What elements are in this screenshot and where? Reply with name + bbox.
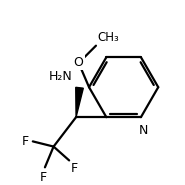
Text: F: F [40, 171, 47, 184]
Text: O: O [74, 56, 84, 70]
Text: N: N [139, 124, 148, 137]
Text: H₂N: H₂N [49, 70, 73, 83]
Text: F: F [71, 162, 78, 175]
Text: F: F [21, 135, 28, 148]
Polygon shape [76, 87, 83, 117]
Text: CH₃: CH₃ [98, 31, 120, 44]
